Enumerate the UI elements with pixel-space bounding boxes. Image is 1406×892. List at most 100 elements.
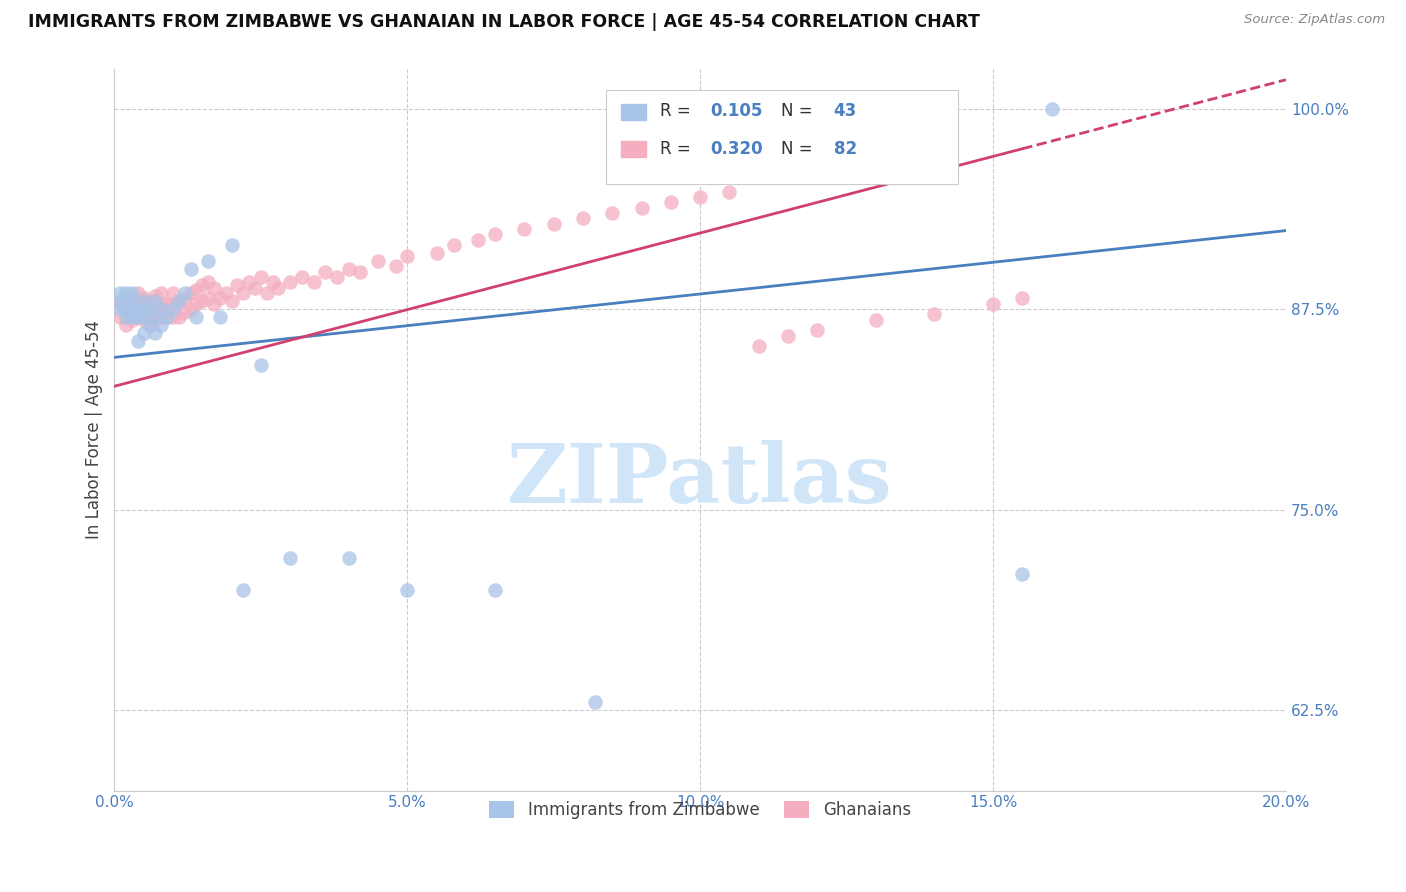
Point: [583, 695, 606, 709]
Point: [138, 307, 160, 321]
FancyBboxPatch shape: [606, 90, 957, 184]
Point: [121, 302, 143, 317]
Point: [215, 286, 238, 301]
Point: [221, 294, 243, 309]
Point: [267, 281, 290, 295]
Point: [132, 313, 155, 327]
Point: [145, 310, 167, 325]
Point: [127, 334, 149, 349]
Point: [291, 270, 314, 285]
Bar: [620, 103, 647, 120]
Point: [167, 294, 190, 309]
Point: [543, 217, 565, 231]
Text: N =: N =: [780, 102, 818, 120]
Point: [197, 291, 219, 305]
Point: [121, 302, 143, 317]
Point: [167, 294, 190, 309]
Point: [156, 310, 179, 325]
Point: [396, 249, 419, 263]
Point: [156, 297, 179, 311]
Text: R =: R =: [661, 102, 696, 120]
Point: [162, 297, 184, 311]
Point: [127, 286, 149, 301]
Bar: [620, 142, 647, 157]
Point: [121, 291, 143, 305]
Point: [349, 265, 371, 279]
Point: [150, 297, 173, 311]
Text: 43: 43: [834, 102, 858, 120]
Point: [121, 294, 143, 309]
Point: [262, 275, 284, 289]
Point: [127, 297, 149, 311]
Point: [115, 286, 138, 301]
Point: [806, 323, 828, 337]
Point: [278, 275, 301, 289]
Point: [127, 310, 149, 325]
Point: [162, 302, 184, 317]
Point: [278, 550, 301, 565]
Point: [150, 286, 173, 301]
Point: [232, 582, 254, 597]
Point: [689, 190, 711, 204]
Point: [186, 297, 208, 311]
Y-axis label: In Labor Force | Age 45-54: In Labor Force | Age 45-54: [86, 320, 103, 539]
Point: [484, 227, 506, 241]
Point: [138, 318, 160, 333]
Point: [243, 281, 266, 295]
Point: [197, 275, 219, 289]
Point: [250, 270, 273, 285]
Point: [121, 286, 143, 301]
Text: 82: 82: [834, 140, 856, 158]
Point: [115, 318, 138, 333]
Point: [110, 294, 132, 309]
Point: [467, 233, 489, 247]
Point: [630, 201, 652, 215]
Point: [865, 313, 887, 327]
Point: [256, 286, 278, 301]
Text: Source: ZipAtlas.com: Source: ZipAtlas.com: [1244, 13, 1385, 27]
Point: [226, 278, 249, 293]
Point: [250, 359, 273, 373]
Point: [314, 265, 336, 279]
Point: [513, 222, 536, 236]
Point: [337, 550, 360, 565]
Point: [180, 302, 202, 317]
Point: [110, 286, 132, 301]
Point: [776, 329, 799, 343]
Point: [173, 305, 195, 319]
Point: [110, 310, 132, 325]
Point: [981, 297, 1004, 311]
Point: [396, 582, 419, 597]
Point: [132, 310, 155, 325]
Point: [145, 313, 167, 327]
Point: [186, 283, 208, 297]
Point: [132, 302, 155, 317]
Point: [150, 318, 173, 333]
Point: [162, 286, 184, 301]
Point: [121, 313, 143, 327]
Point: [127, 310, 149, 325]
Point: [221, 238, 243, 252]
Point: [132, 291, 155, 305]
Point: [145, 289, 167, 303]
Point: [1011, 566, 1033, 581]
Point: [150, 302, 173, 317]
Point: [238, 275, 260, 289]
Point: [337, 262, 360, 277]
Point: [302, 275, 325, 289]
Point: [180, 286, 202, 301]
Point: [197, 254, 219, 268]
Point: [150, 310, 173, 325]
Point: [115, 302, 138, 317]
Point: [162, 310, 184, 325]
Point: [180, 262, 202, 277]
Point: [202, 281, 225, 295]
Point: [186, 310, 208, 325]
Point: [127, 302, 149, 317]
Point: [121, 310, 143, 325]
Point: [115, 310, 138, 325]
Point: [208, 310, 231, 325]
Point: [659, 194, 682, 209]
Point: [232, 286, 254, 301]
Point: [1040, 102, 1063, 116]
